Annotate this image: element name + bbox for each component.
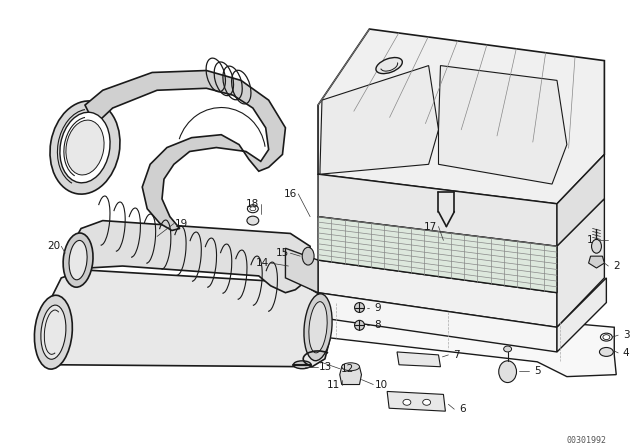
Polygon shape: [44, 270, 330, 367]
Ellipse shape: [422, 399, 431, 405]
Text: 6: 6: [459, 404, 465, 414]
Polygon shape: [280, 297, 616, 377]
Polygon shape: [71, 220, 310, 293]
Polygon shape: [557, 155, 604, 246]
Ellipse shape: [50, 101, 120, 194]
Ellipse shape: [293, 361, 311, 369]
Ellipse shape: [41, 305, 66, 359]
Polygon shape: [438, 65, 567, 184]
Ellipse shape: [603, 335, 610, 340]
Text: 5: 5: [534, 366, 541, 376]
Polygon shape: [285, 248, 318, 293]
Text: 11: 11: [327, 379, 340, 389]
Text: 4: 4: [623, 348, 629, 358]
Text: 15: 15: [276, 248, 289, 258]
Ellipse shape: [355, 302, 364, 312]
Polygon shape: [318, 217, 557, 293]
Text: 18: 18: [246, 199, 259, 209]
Polygon shape: [85, 70, 285, 230]
Ellipse shape: [247, 216, 259, 225]
Polygon shape: [320, 65, 438, 174]
Ellipse shape: [63, 233, 93, 287]
Ellipse shape: [355, 320, 364, 330]
Ellipse shape: [35, 295, 72, 369]
Ellipse shape: [248, 205, 259, 213]
Ellipse shape: [302, 247, 314, 265]
Ellipse shape: [66, 120, 104, 175]
Ellipse shape: [250, 207, 256, 211]
Ellipse shape: [403, 399, 411, 405]
Text: 00301992: 00301992: [567, 436, 607, 445]
Text: 17: 17: [424, 221, 437, 232]
Text: 20: 20: [47, 241, 60, 251]
Polygon shape: [557, 278, 606, 352]
Polygon shape: [318, 29, 604, 204]
Polygon shape: [318, 260, 557, 327]
Ellipse shape: [376, 57, 403, 73]
Text: 3: 3: [623, 330, 629, 340]
Polygon shape: [387, 392, 445, 411]
Text: 12: 12: [341, 364, 355, 374]
Text: 19: 19: [175, 219, 188, 228]
Text: 7: 7: [453, 350, 460, 360]
Ellipse shape: [499, 361, 516, 383]
Polygon shape: [318, 174, 557, 246]
Text: 14: 14: [256, 258, 269, 268]
Text: 8: 8: [374, 320, 381, 330]
Ellipse shape: [342, 363, 360, 370]
Ellipse shape: [304, 294, 332, 361]
Text: 9: 9: [374, 302, 381, 313]
Ellipse shape: [591, 239, 602, 253]
Ellipse shape: [600, 333, 612, 341]
Polygon shape: [589, 256, 604, 268]
Text: 16: 16: [284, 189, 297, 199]
Ellipse shape: [309, 302, 327, 353]
Polygon shape: [557, 199, 604, 327]
Ellipse shape: [60, 112, 110, 183]
Polygon shape: [397, 352, 440, 367]
Ellipse shape: [504, 346, 511, 352]
Text: 13: 13: [319, 362, 333, 372]
Polygon shape: [340, 367, 362, 384]
Text: 1: 1: [588, 235, 594, 246]
Polygon shape: [318, 293, 557, 352]
Text: 10: 10: [374, 379, 388, 389]
Text: 2: 2: [613, 261, 620, 271]
Ellipse shape: [600, 348, 613, 356]
Ellipse shape: [69, 241, 87, 280]
